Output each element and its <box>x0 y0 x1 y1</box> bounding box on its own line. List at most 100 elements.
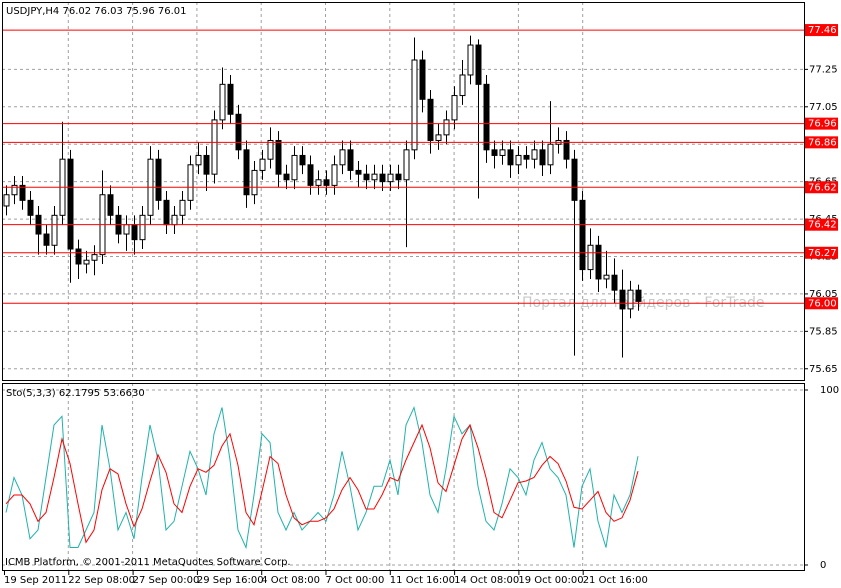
candle-body <box>211 119 218 175</box>
candle-body <box>627 289 634 310</box>
level-label: 76.27 <box>808 248 837 259</box>
indicator-line <box>5 405 639 550</box>
x-tick-label: 27 Sep 00:00 <box>133 575 200 586</box>
candle-body <box>443 119 450 136</box>
candle-body <box>603 274 610 280</box>
candle-body <box>403 149 410 181</box>
price-frame <box>2 2 805 381</box>
candle-body <box>267 139 274 160</box>
x-tick-label: 7 Oct 00:00 <box>326 575 385 586</box>
level-label: 77.46 <box>808 25 837 36</box>
candle-body <box>491 149 498 156</box>
candle-body <box>315 179 322 186</box>
indicator-line <box>5 423 639 544</box>
candle-body <box>395 173 402 181</box>
y-tick-label: 77.25 <box>809 64 838 75</box>
candle-body <box>51 214 58 246</box>
level-label-box <box>805 297 838 310</box>
candle-body <box>515 154 522 166</box>
x-tick-label: 22 Sep 08:00 <box>68 575 135 586</box>
copyright: ICMB Platform, © 2001-2011 MetaQuotes So… <box>5 557 291 568</box>
candle-body <box>155 158 162 201</box>
candle-body <box>131 224 138 241</box>
x-tick-label: 11 Oct 16:00 <box>390 575 455 586</box>
y-tick-label: 0 <box>820 560 826 571</box>
candle-body <box>363 173 370 181</box>
y-tick-label: 100 <box>820 385 839 396</box>
candle-body <box>75 248 82 265</box>
candle-body <box>595 244 602 280</box>
candle-body <box>219 83 226 121</box>
candle-body <box>3 194 10 207</box>
candle-body <box>299 154 306 166</box>
level-label-box <box>805 218 838 231</box>
candle-body <box>83 259 90 265</box>
candle-body <box>107 194 114 216</box>
candle-body <box>195 154 202 166</box>
candle-body <box>467 44 474 76</box>
candle-body <box>483 83 490 151</box>
candle-body <box>539 149 546 166</box>
candle-body <box>579 199 586 271</box>
level-label: 76.00 <box>808 298 837 309</box>
level-label-box <box>805 24 838 37</box>
candle-body <box>251 169 258 196</box>
candle-body <box>611 274 618 291</box>
candle-body <box>419 59 426 100</box>
price-panel: Портал для трейдеров - ForTrade <box>2 2 804 380</box>
candle-body <box>499 149 506 156</box>
candle-body <box>235 113 242 151</box>
candle-body <box>43 233 50 246</box>
y-tick-label: 75.65 <box>809 364 838 375</box>
level-label-box <box>805 136 838 149</box>
candle-body <box>171 214 178 226</box>
x-tick-label: 29 Sep 16:00 <box>197 575 264 586</box>
indicator-frame <box>2 383 805 571</box>
candle-body <box>507 149 514 166</box>
candle-body <box>307 164 314 186</box>
level-label-box <box>805 117 838 130</box>
candle-body <box>243 149 250 196</box>
level-label: 76.86 <box>808 137 837 148</box>
candle-body <box>435 134 442 141</box>
x-tick-label: 19 Sep 2011 <box>4 575 67 586</box>
candle-body <box>379 173 386 183</box>
candle-body <box>387 173 394 183</box>
level-label-box <box>805 246 838 259</box>
y-tick-label: 77.05 <box>809 102 838 113</box>
indicator-panel <box>2 383 804 570</box>
candle-body <box>371 173 378 181</box>
y-tick-label: 76.05 <box>809 289 838 300</box>
candle-body <box>123 224 130 235</box>
level-label: 76.96 <box>808 119 837 130</box>
x-tick-label: 4 Oct 08:00 <box>261 575 320 586</box>
candle-body <box>459 74 466 97</box>
candle-body <box>331 164 338 186</box>
candle-body <box>139 214 146 241</box>
candle-body <box>291 154 298 181</box>
candle-body <box>587 244 594 271</box>
candle-body <box>571 158 578 201</box>
candle-body <box>179 199 186 216</box>
y-tick-label: 75.85 <box>809 326 838 337</box>
candle-body <box>531 149 538 160</box>
candle-body <box>619 289 626 310</box>
level-label: 76.62 <box>808 182 837 193</box>
chart-title: USDJPY,H4 76.02 76.03 75.96 76.01 <box>6 6 187 17</box>
candle-body <box>451 95 458 121</box>
candle-body <box>203 154 210 175</box>
x-tick-label: 21 Oct 16:00 <box>583 575 648 586</box>
x-tick-label: 14 Oct 08:00 <box>454 575 519 586</box>
candle-body <box>427 98 434 141</box>
candle-body <box>635 289 642 302</box>
level-label-box <box>805 181 838 194</box>
candle-body <box>347 149 354 171</box>
candle-body <box>19 184 26 201</box>
candle-body <box>27 199 34 216</box>
candle-body <box>411 59 418 151</box>
candle-body <box>323 179 330 186</box>
candle-body <box>523 154 530 160</box>
candle-body <box>259 158 266 171</box>
candle-body <box>187 164 194 201</box>
